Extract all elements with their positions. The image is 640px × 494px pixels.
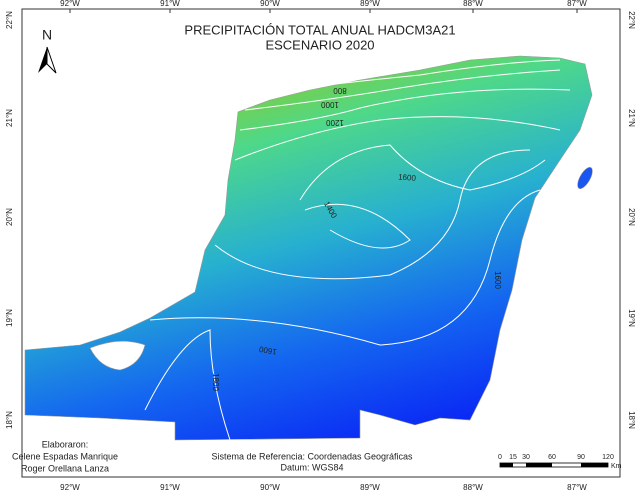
credit: Roger Orellana Lanza [21,463,109,473]
title: PRECIPITACIÓN TOTAL ANUAL HADCM3A21 [184,22,455,37]
longitude-label: 88°W [463,0,483,8]
longitude-label: 87°W [567,0,587,8]
scale-label: 0 [498,454,502,461]
latitude-label: 22°N [5,11,14,29]
scale-label: 15 [509,454,517,461]
longitude-label: 90°W [260,483,280,492]
latitude-label: 22°N [627,11,636,29]
contour-label: 1800 [211,373,220,391]
latitude-label: 20°N [627,208,636,226]
scale-label: 120 [602,454,614,461]
contour-label: 1600 [398,172,417,183]
longitude-label: 91°W [160,483,180,492]
cozumel [577,167,593,189]
latitude-label: 20°N [5,208,14,226]
reference: Datum: WGS84 [280,462,343,472]
reference: Sistema de Referencia: Coordenadas Geogr… [211,451,413,461]
peninsula [24,55,593,441]
contour-label: 800 [333,86,347,95]
latitude-label: 19°N [627,309,636,327]
subtitle: ESCENARIO 2020 [265,37,374,52]
contour-label: 1600 [258,344,278,356]
latitude-label: 18°N [5,411,14,429]
latitude-label: 19°N [5,309,14,327]
scale-unit: Km [611,463,622,470]
north-label: N [42,27,52,43]
longitude-label: 87°W [567,483,587,492]
credit: Celene Espadas Manrique [12,451,118,461]
scale-bar: 0 15 30 60 90 120 Km [498,454,622,470]
latitude-label: 18°N [627,411,636,429]
scale-label: 90 [577,454,585,461]
longitude-label: 92°W [60,0,80,8]
contour-label: 1600 [493,271,502,289]
scale-label: 30 [522,454,530,461]
bay [89,340,146,371]
latitude-label: 21°N [627,109,636,127]
scale-label: 60 [548,454,556,461]
contours [144,59,571,441]
longitude-label: 91°W [160,0,180,8]
longitude-label: 89°W [360,483,380,492]
longitude-label: 88°W [463,483,483,492]
north-arrow [38,46,57,74]
contour-label: 1200 [326,118,344,127]
contour-label: 1000 [321,100,339,109]
longitude-label: 92°W [60,483,80,492]
latitude-label: 21°N [5,109,14,127]
longitude-label: 89°W [360,0,380,8]
credit: Elaboraron: [42,439,89,449]
longitude-label: 90°W [260,0,280,8]
